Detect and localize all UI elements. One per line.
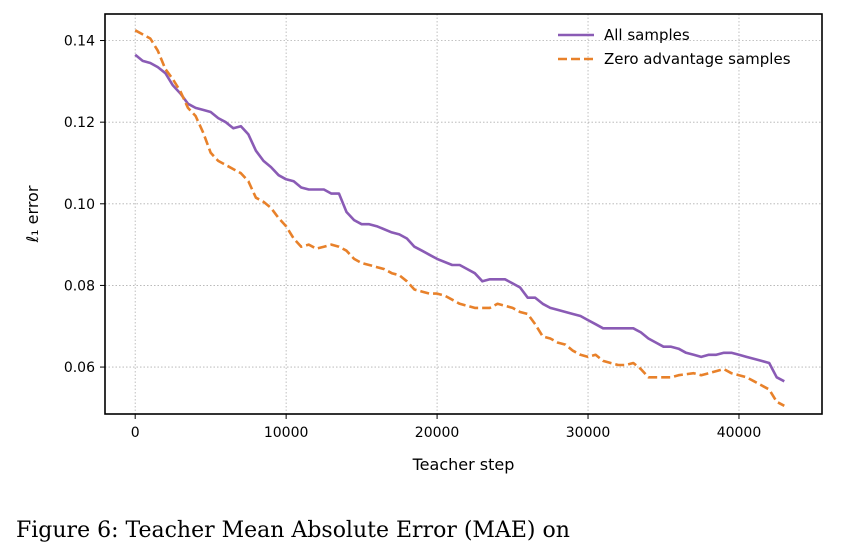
- legend: All samples Zero advantage samples: [558, 26, 791, 68]
- x-axis-label: Teacher step: [412, 455, 515, 474]
- axis-ticks: 0 10000 20000 30000 40000 0.06 0.08 0.10 0.12 0.1…: [64, 34, 761, 441]
- figure-caption: Figure 6: Teacher Mean Absolute Error (M…: [16, 518, 570, 543]
- legend-label-2: Zero advantage samples: [604, 50, 791, 68]
- y-tick-label: 0.12: [64, 115, 95, 131]
- x-tick-label: 30000: [566, 425, 611, 441]
- y-axis-label: ℓ₁ error: [23, 185, 42, 243]
- y-tick-label: 0.14: [64, 34, 95, 50]
- series-line-2: [134, 29, 785, 407]
- legend-label-1: All samples: [604, 26, 690, 44]
- series-layer: [134, 29, 785, 407]
- chart: 0 10000 20000 30000 40000 0.06 0.08 0.10 0.12 0.1…: [23, 13, 823, 474]
- x-tick-label: 10000: [264, 425, 309, 441]
- x-tick-label: 40000: [717, 425, 762, 441]
- grid-lines: [105, 14, 822, 414]
- y-tick-label: 0.06: [64, 360, 95, 376]
- x-tick-label: 20000: [415, 425, 460, 441]
- y-tick-label: 0.10: [64, 197, 95, 213]
- watermark-overlay: [640, 524, 846, 554]
- x-tick-label: 0: [131, 425, 140, 441]
- y-tick-label: 0.08: [64, 278, 95, 294]
- series-line-1: [134, 53, 785, 383]
- plot-frame: [104, 13, 823, 415]
